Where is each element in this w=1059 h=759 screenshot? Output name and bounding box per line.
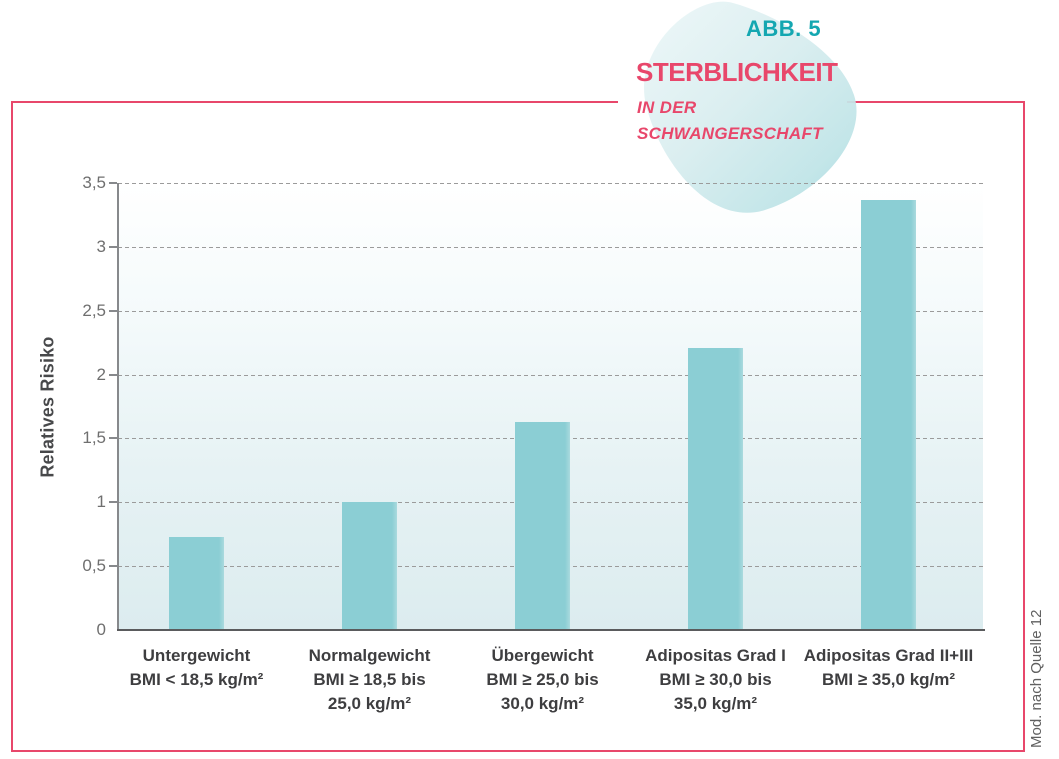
category-label-line: BMI ≥ 30,0 bis (659, 670, 772, 689)
y-tick-label: 1,5 (82, 428, 106, 448)
bar (342, 502, 397, 630)
figure-title: STERBLICHKEIT (636, 57, 838, 87)
category-label: Adipositas Grad I BMI ≥ 30,0 bis 35,0 kg/m… (629, 644, 802, 716)
bar (169, 536, 224, 630)
y-axis-tick (109, 565, 117, 568)
frame-border-top-right (847, 101, 1025, 103)
y-axis-tick (109, 373, 117, 376)
bar (515, 421, 570, 630)
category-label-line: Adipositas Grad II+III (803, 646, 974, 665)
source-note: Mod. nach Quelle 12 (1028, 609, 1045, 748)
bar (861, 199, 916, 630)
y-tick-label: 0,5 (82, 556, 106, 576)
figure-number-label: ABB. 5 (746, 16, 822, 41)
category-label-line: 30,0 kg/m² (500, 694, 585, 713)
gridline (118, 183, 983, 184)
category-label: Übergewicht BMI ≥ 25,0 bis 30,0 kg/m² (456, 644, 629, 716)
y-tick-label: 2,5 (82, 300, 106, 320)
header-blob-shape (644, 1, 857, 213)
gridline (118, 374, 983, 376)
frame-border-top-left (11, 101, 618, 103)
category-label: Adipositas Grad II+III BMI ≥ 35,0 kg/m² (802, 644, 975, 692)
gridline (118, 246, 983, 248)
frame-border-right (1023, 101, 1025, 752)
y-tick-label: 3 (96, 236, 106, 256)
category-label: Untergewicht BMI < 18,5 kg/m² (110, 644, 283, 692)
y-tick-label: 1 (96, 492, 106, 512)
y-axis-tick (109, 501, 117, 504)
category-label-line: Übergewicht (491, 646, 594, 665)
figure-subtitle-line1: IN DER (637, 98, 697, 117)
category-label-line: BMI < 18,5 kg/m² (129, 670, 264, 689)
category-label: Normalgewicht BMI ≥ 18,5 bis 25,0 kg/m² (283, 644, 456, 716)
category-label-line: BMI ≥ 35,0 kg/m² (821, 670, 956, 689)
category-label-line: Adipositas Grad I (645, 646, 786, 665)
category-label-line: BMI ≥ 18,5 bis (313, 670, 426, 689)
figure-subtitle-line2: SCHWANGERSCHAFT (637, 124, 823, 143)
y-axis-tick (109, 309, 117, 312)
category-label-line: 25,0 kg/m² (327, 694, 412, 713)
category-label-line: Untergewicht (142, 646, 251, 665)
x-axis-line (117, 629, 985, 631)
category-label-line: Normalgewicht (308, 646, 431, 665)
frame-border-bottom (11, 750, 1025, 752)
frame-border-left (11, 101, 13, 752)
y-axis-line (117, 183, 119, 630)
category-label-line: 35,0 kg/m² (673, 694, 758, 713)
y-axis-tick (109, 437, 117, 440)
bar (688, 347, 743, 630)
y-tick-label: 2 (96, 364, 106, 384)
y-tick-label: 3,5 (82, 173, 106, 192)
y-tick-label: 0 (96, 620, 106, 639)
y-axis-tick (109, 245, 117, 248)
gridline (118, 310, 983, 312)
category-label-line: BMI ≥ 25,0 bis (486, 670, 599, 689)
y-axis-tick (109, 182, 117, 184)
